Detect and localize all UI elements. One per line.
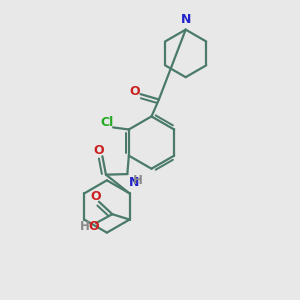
Text: N: N [181, 13, 191, 26]
Text: Cl: Cl [100, 116, 114, 130]
Text: N: N [129, 176, 139, 189]
Text: O: O [88, 220, 99, 232]
Text: H: H [133, 174, 143, 187]
Text: O: O [130, 85, 140, 98]
Text: O: O [91, 190, 101, 203]
Text: H: H [80, 220, 90, 233]
Text: O: O [93, 144, 104, 158]
